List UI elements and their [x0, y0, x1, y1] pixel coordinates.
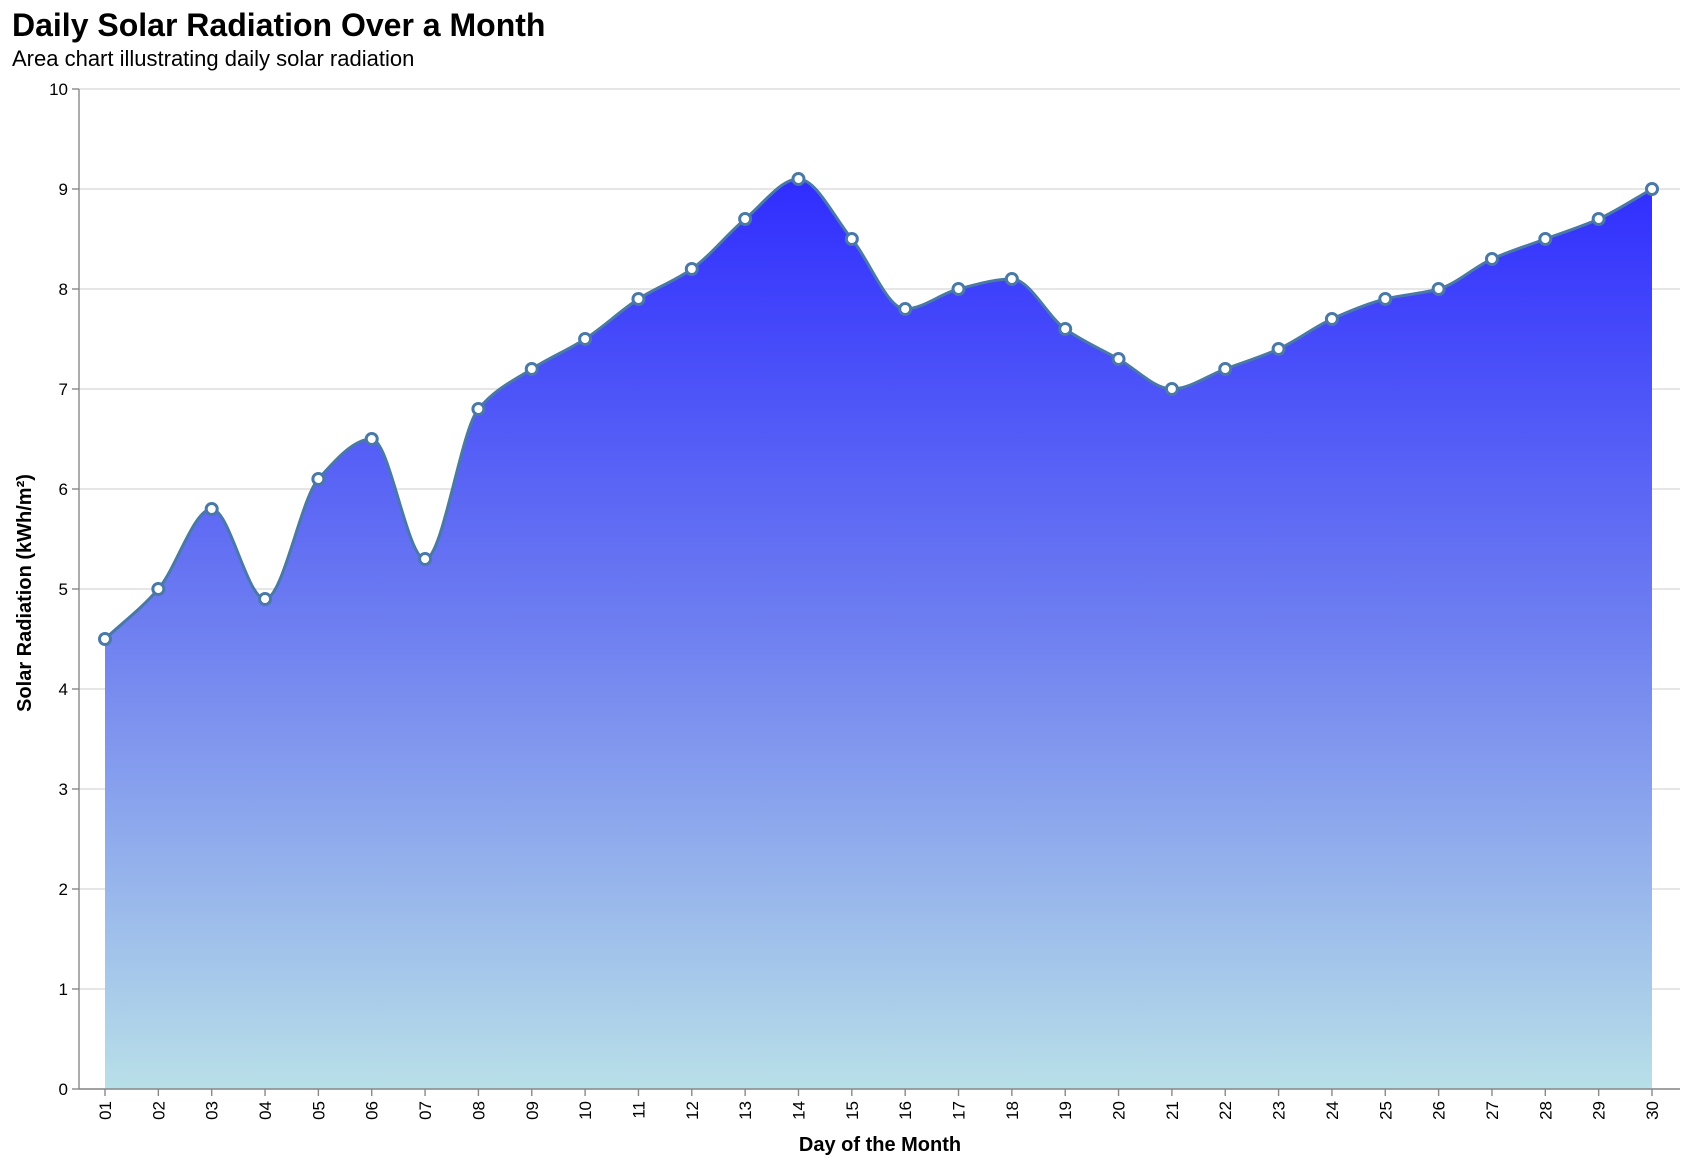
data-point-day-08 [471, 402, 486, 416]
y-tick-label: 10 [49, 80, 68, 99]
x-axis-title: Day of the Month [799, 1134, 961, 1156]
data-point-day-18 [1004, 272, 1019, 286]
y-tick-label: 1 [59, 980, 68, 999]
data-point-day-17 [951, 282, 966, 296]
x-tick-label: 24 [1323, 1101, 1342, 1120]
x-tick-label: 26 [1430, 1101, 1449, 1120]
x-tick-label: 02 [149, 1101, 168, 1120]
x-tick-label: 14 [789, 1101, 808, 1120]
x-tick-label: 22 [1216, 1101, 1235, 1120]
x-tick-label: 12 [683, 1101, 702, 1120]
data-point-day-25 [1378, 292, 1393, 306]
data-point-day-27 [1484, 252, 1499, 266]
data-point-day-07 [418, 552, 433, 566]
y-tick-label: 6 [59, 480, 68, 499]
x-tick-label: 15 [843, 1101, 862, 1120]
x-tick-label: 19 [1056, 1101, 1075, 1120]
y-tick-label: 5 [59, 580, 68, 599]
data-point-day-15 [844, 232, 859, 246]
x-tick-label: 17 [950, 1101, 969, 1120]
x-tick-label: 30 [1643, 1101, 1662, 1120]
chart-subtitle: Area chart illustrating daily solar radi… [12, 46, 414, 71]
data-point-day-21 [1164, 382, 1179, 396]
x-tick-label: 29 [1590, 1101, 1609, 1120]
data-point-day-20 [1111, 352, 1126, 366]
x-tick-label: 11 [629, 1101, 648, 1119]
data-point-day-05 [311, 472, 326, 486]
data-point-day-14 [791, 172, 806, 186]
x-tick-label: 27 [1483, 1101, 1502, 1120]
data-point-day-13 [738, 212, 753, 226]
data-point-day-09 [524, 362, 539, 376]
data-point-day-12 [684, 262, 699, 276]
data-point-day-03 [204, 502, 219, 516]
y-tick-label: 8 [59, 280, 68, 299]
data-point-day-02 [151, 582, 166, 596]
data-point-day-23 [1271, 342, 1286, 356]
x-tick-label: 21 [1163, 1101, 1182, 1120]
y-tick-label: 0 [59, 1080, 68, 1099]
y-axis-title: Solar Radiation (kWh/m²) [14, 474, 36, 712]
chart-title: Daily Solar Radiation Over a Month [12, 7, 545, 43]
y-tick-label: 7 [59, 380, 68, 399]
x-tick-label: 18 [1003, 1101, 1022, 1120]
data-point-day-01 [98, 632, 112, 646]
x-tick-label: 28 [1536, 1101, 1555, 1120]
x-tick-label: 08 [469, 1101, 488, 1120]
x-tick-label: 03 [203, 1101, 222, 1120]
y-tick-label: 4 [59, 680, 68, 699]
y-tick-label: 9 [59, 180, 68, 199]
x-tick-label: 16 [896, 1101, 915, 1120]
x-tick-label: 07 [416, 1101, 435, 1120]
data-point-day-19 [1058, 322, 1073, 336]
x-tick-label: 09 [523, 1101, 542, 1120]
data-point-day-26 [1431, 282, 1446, 296]
y-tick-label: 2 [59, 880, 68, 899]
x-tick-label: 01 [96, 1101, 115, 1120]
data-points [98, 172, 1659, 646]
area-fill [105, 179, 1652, 1089]
data-point-day-29 [1591, 212, 1606, 226]
x-tick-label: 10 [576, 1101, 595, 1120]
area-series [103, 177, 1653, 1089]
x-tick-label: 23 [1270, 1101, 1289, 1120]
x-tick-label: 05 [309, 1101, 328, 1120]
data-point-day-06 [364, 432, 379, 446]
data-point-day-30 [1645, 182, 1659, 196]
data-point-day-24 [1324, 312, 1339, 326]
data-point-day-11 [631, 292, 646, 306]
data-point-day-04 [258, 592, 273, 606]
x-tick-label: 13 [736, 1101, 755, 1120]
x-tick-label: 04 [256, 1101, 275, 1120]
y-tick-label: 3 [59, 780, 68, 799]
x-tick-label: 20 [1110, 1101, 1129, 1120]
x-tick-label: 06 [363, 1101, 382, 1120]
data-point-day-16 [898, 302, 913, 316]
data-point-day-22 [1218, 362, 1233, 376]
data-point-day-28 [1538, 232, 1553, 246]
x-tick-label: 25 [1376, 1101, 1395, 1120]
data-point-day-10 [578, 332, 593, 346]
